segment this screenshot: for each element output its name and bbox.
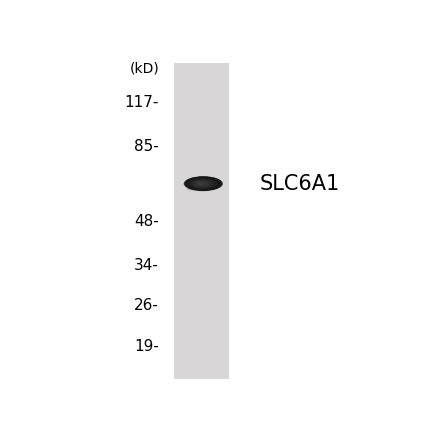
Text: (kD): (kD) — [129, 61, 159, 75]
Text: 19-: 19- — [134, 339, 159, 354]
Ellipse shape — [195, 181, 208, 186]
Ellipse shape — [191, 179, 213, 188]
Ellipse shape — [194, 181, 209, 187]
Ellipse shape — [200, 183, 202, 184]
Text: 34-: 34- — [134, 258, 159, 273]
Ellipse shape — [187, 187, 210, 191]
Ellipse shape — [191, 179, 213, 188]
Ellipse shape — [190, 179, 215, 188]
Ellipse shape — [192, 180, 212, 187]
Ellipse shape — [199, 183, 202, 184]
Ellipse shape — [193, 180, 210, 187]
Ellipse shape — [193, 180, 211, 187]
Ellipse shape — [184, 176, 223, 191]
Ellipse shape — [189, 179, 216, 189]
Ellipse shape — [187, 178, 219, 190]
Bar — [174, 63, 229, 379]
Ellipse shape — [194, 185, 203, 187]
Ellipse shape — [185, 177, 221, 191]
Ellipse shape — [197, 182, 205, 185]
Ellipse shape — [195, 181, 207, 186]
Text: 85-: 85- — [134, 139, 159, 154]
Ellipse shape — [189, 186, 207, 189]
Ellipse shape — [196, 182, 206, 186]
Ellipse shape — [188, 178, 217, 189]
Ellipse shape — [188, 187, 209, 190]
Ellipse shape — [191, 179, 214, 188]
Ellipse shape — [194, 181, 209, 187]
Ellipse shape — [192, 185, 204, 187]
Ellipse shape — [197, 182, 206, 185]
Ellipse shape — [188, 178, 218, 189]
Ellipse shape — [186, 177, 220, 190]
Ellipse shape — [189, 179, 216, 189]
Ellipse shape — [184, 176, 222, 191]
Ellipse shape — [191, 186, 205, 188]
Text: SLC6A1: SLC6A1 — [260, 174, 340, 194]
Ellipse shape — [199, 183, 203, 184]
Text: 48-: 48- — [134, 213, 159, 228]
Ellipse shape — [185, 177, 221, 191]
Ellipse shape — [187, 177, 219, 190]
Ellipse shape — [198, 183, 204, 185]
Ellipse shape — [198, 183, 204, 185]
Text: 117-: 117- — [125, 95, 159, 110]
Text: 26-: 26- — [134, 299, 159, 314]
